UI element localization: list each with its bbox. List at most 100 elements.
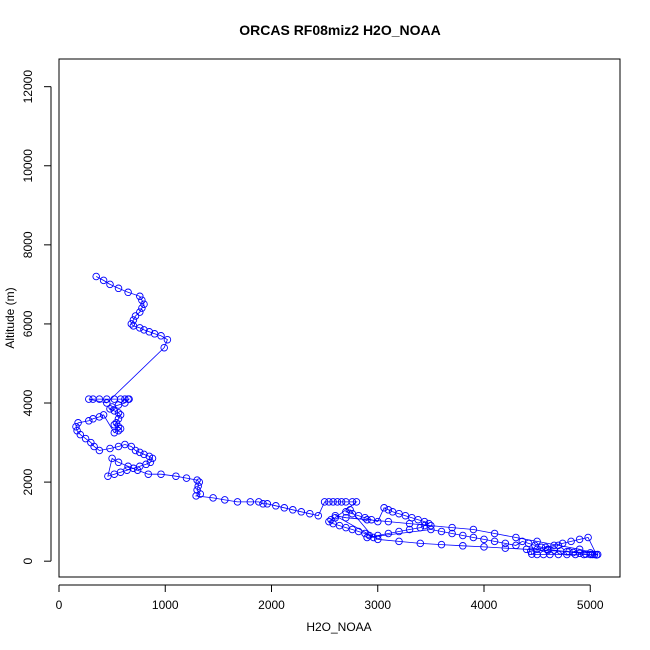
y-tick-label: 10000 <box>21 149 35 183</box>
data-point <box>209 494 217 502</box>
data-point <box>405 525 414 534</box>
y-tick-label: 12000 <box>21 70 35 104</box>
data-point <box>459 542 467 550</box>
data-point <box>327 515 335 524</box>
data-point <box>395 537 403 546</box>
data-point <box>157 470 165 478</box>
y-axis-label: Altitude (m) <box>3 287 17 348</box>
x-tick-label: 0 <box>56 598 63 612</box>
data-point <box>129 316 138 324</box>
data-point <box>342 513 350 522</box>
data-point <box>480 535 488 544</box>
data-point <box>280 504 289 512</box>
data-point <box>182 474 191 482</box>
data-point <box>272 502 280 510</box>
data-point <box>124 288 132 297</box>
data-point <box>259 500 267 508</box>
data-point <box>590 550 599 559</box>
data-point <box>384 529 393 538</box>
data-point <box>522 545 531 554</box>
data-point <box>136 308 144 316</box>
data-point <box>550 541 558 550</box>
data-point <box>554 541 563 550</box>
y-tick-label: 4000 <box>21 389 35 416</box>
data-point <box>74 419 82 427</box>
x-tick-label: 4000 <box>471 598 498 612</box>
data-point <box>565 547 573 556</box>
data-point <box>320 498 329 506</box>
data-point <box>89 415 97 423</box>
data-point <box>571 550 580 559</box>
data-point <box>337 498 346 506</box>
data-point <box>76 430 85 439</box>
data-point <box>157 332 165 340</box>
data-point <box>114 284 123 293</box>
data-point <box>125 395 133 403</box>
data-point <box>114 415 123 423</box>
data-point <box>127 320 136 328</box>
data-point <box>459 531 467 540</box>
data-point <box>448 523 456 532</box>
data-point <box>145 328 154 336</box>
data-point <box>263 500 272 508</box>
data-point <box>172 472 180 480</box>
data-point <box>110 421 119 429</box>
data-point <box>124 462 132 471</box>
data-point <box>544 546 552 555</box>
data-point <box>469 533 478 542</box>
data-point <box>99 276 108 285</box>
data-point <box>363 533 371 542</box>
data-point <box>112 419 121 427</box>
data-point <box>501 544 510 552</box>
data-point <box>81 434 90 443</box>
data-point <box>221 496 229 504</box>
data-point <box>144 470 153 478</box>
data-point <box>140 300 148 308</box>
data-point <box>140 450 148 459</box>
data-point <box>255 498 263 506</box>
data-point <box>108 454 116 463</box>
data-point <box>192 492 200 500</box>
data-point <box>193 476 201 484</box>
data-point <box>588 550 597 559</box>
data-point <box>546 550 554 559</box>
data-point <box>384 517 393 526</box>
data-point <box>380 504 388 512</box>
data-point <box>480 543 488 551</box>
data-point <box>114 458 123 467</box>
x-tick-label: 5000 <box>577 598 604 612</box>
data-point <box>114 426 123 435</box>
data-point <box>233 498 242 506</box>
data-point <box>104 472 112 480</box>
data-point <box>136 292 144 301</box>
data-point <box>136 448 144 457</box>
data-point <box>575 535 584 544</box>
data-point <box>116 424 125 433</box>
data-point <box>405 519 414 528</box>
data-point <box>567 537 575 546</box>
chart-title: ORCAS RF08miz2 H2O_NOAA <box>239 22 441 38</box>
data-point <box>512 533 520 542</box>
data-point <box>246 498 255 506</box>
data-point <box>395 527 403 536</box>
data-point <box>512 541 520 550</box>
data-point <box>416 539 425 548</box>
data-point <box>127 442 136 451</box>
data-point <box>148 454 157 463</box>
data-point <box>85 395 93 403</box>
data-point <box>108 403 116 411</box>
data-point <box>448 529 456 538</box>
data-point <box>575 545 584 554</box>
data-point <box>90 442 98 451</box>
data-point <box>131 446 140 455</box>
data-point <box>121 395 129 403</box>
plot-area <box>58 58 621 578</box>
data-point <box>138 296 146 304</box>
data-point <box>194 482 202 490</box>
data-point <box>384 506 393 514</box>
data-point <box>110 428 119 437</box>
y-tick-label: 2000 <box>21 468 35 495</box>
x-axis-label: H2O_NOAA <box>306 620 371 634</box>
data-point <box>72 422 80 431</box>
x-tick-label: 1000 <box>152 598 179 612</box>
